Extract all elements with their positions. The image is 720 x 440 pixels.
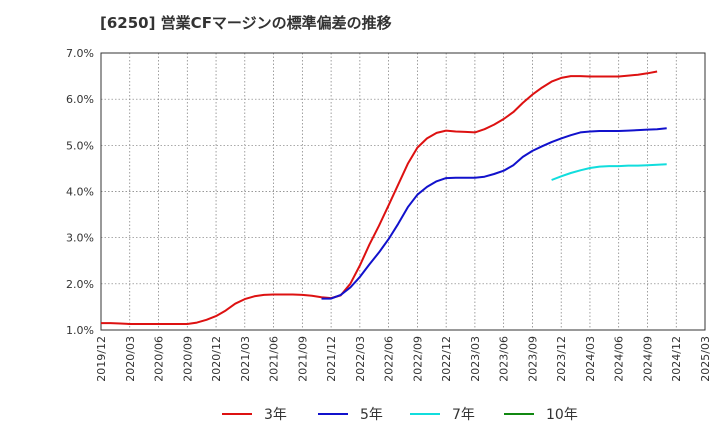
x-tick-label: 2023/12: [555, 336, 568, 382]
y-tick-label: 5.0%: [66, 139, 94, 152]
chart-title: [6250] 営業CFマージンの標準偏差の推移: [100, 14, 392, 32]
x-tick-label: 2022/03: [354, 336, 367, 382]
x-tick-label: 2020/03: [124, 336, 137, 382]
y-tick-label: 3.0%: [66, 232, 94, 245]
series-line: [321, 127, 667, 300]
y-tick-label: 2.0%: [66, 278, 94, 291]
grid: [100, 52, 706, 331]
legend: 3年 5年 7年 10年: [222, 407, 578, 423]
x-tick-label: 2021/06: [268, 336, 281, 382]
legend-label: 5年: [360, 407, 383, 423]
x-tick-label: 2024/06: [613, 336, 626, 382]
x-tick-label: 2021/03: [239, 336, 252, 382]
y-tick-label: 4.0%: [66, 186, 94, 199]
x-tick-label: 2023/06: [498, 336, 511, 382]
x-tick-label: 2023/09: [526, 336, 539, 382]
x-tick-label: 2022/09: [411, 336, 424, 382]
x-tick-label: 2024/09: [641, 336, 654, 382]
series-lines: [101, 70, 667, 325]
y-tick-label: 6.0%: [66, 93, 94, 106]
x-tick-label: 2024/03: [584, 336, 597, 382]
y-axis-ticks: 1.0% 2.0% 3.0% 4.0% 5.0% 6.0% 7.0%: [66, 47, 94, 337]
y-tick-label: 1.0%: [66, 324, 94, 337]
x-tick-label: 2021/09: [296, 336, 309, 382]
x-tick-label: 2022/06: [383, 336, 396, 382]
x-tick-label: 2022/12: [440, 336, 453, 382]
x-tick-label: 2025/03: [699, 336, 712, 382]
plot-area-border: [100, 52, 706, 331]
x-tick-label: 2019/12: [95, 336, 108, 382]
series-line: [551, 163, 667, 181]
x-tick-label: 2021/12: [325, 336, 338, 382]
x-axis-ticks: 2019/12 2020/03 2020/06 2020/09 2020/12 2021/…: [95, 336, 712, 382]
legend-label: 10年: [546, 407, 578, 423]
x-tick-label: 2024/12: [670, 336, 683, 382]
series-line: [101, 70, 658, 325]
y-tick-label: 7.0%: [66, 47, 94, 60]
x-tick-label: 2020/09: [181, 336, 194, 382]
x-tick-label: 2020/12: [210, 336, 223, 382]
legend-label: 3年: [264, 407, 287, 423]
legend-label: 7年: [452, 407, 475, 423]
x-tick-label: 2023/03: [469, 336, 482, 382]
x-tick-label: 2020/06: [153, 336, 166, 382]
